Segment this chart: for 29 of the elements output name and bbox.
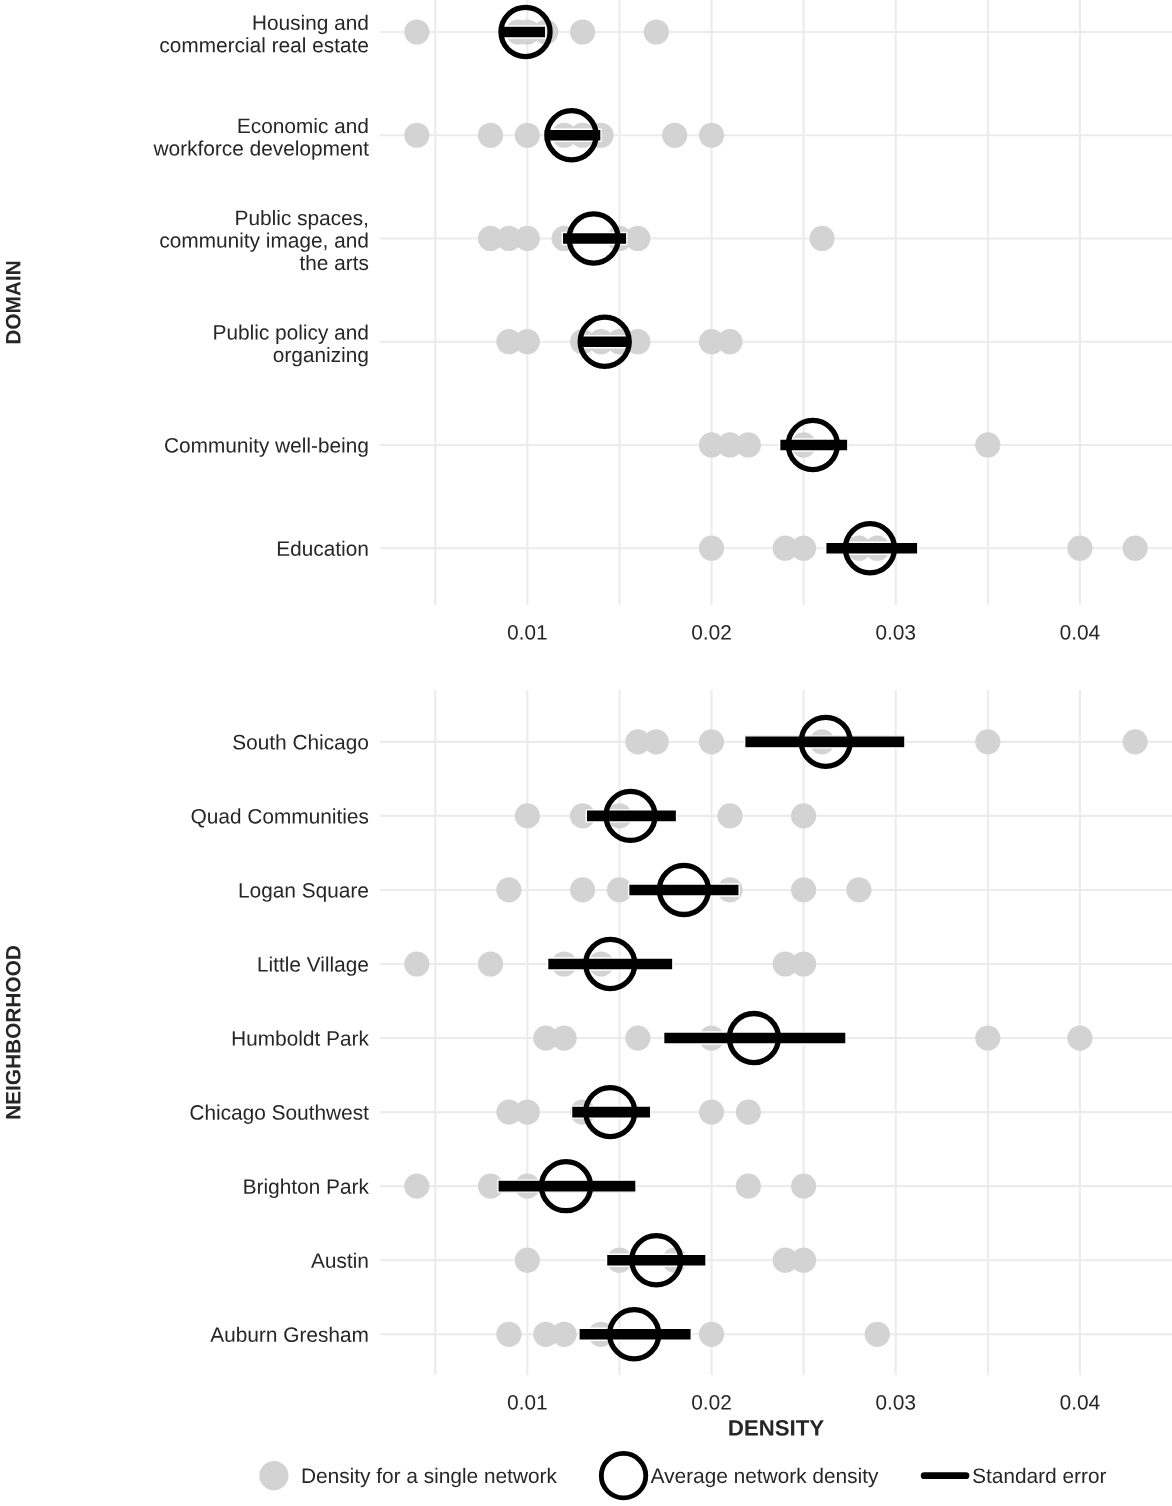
y-tick-label: Housing and commercial real estate <box>160 14 368 53</box>
x-tick-label: 0.02 <box>692 624 731 640</box>
y-tick-label: Economic and workforce development <box>153 117 369 160</box>
y-tick-label: Humboldt Park <box>232 1030 369 1046</box>
y-tick-label: Auburn Gresham <box>210 1326 368 1343</box>
x-tick-label: 0.01 <box>507 1394 547 1410</box>
y-tick-label: Chicago Southwest <box>190 1104 369 1124</box>
y-tick-label: South Chicago <box>233 734 369 754</box>
x-axis-title: DENSITY <box>729 1420 824 1436</box>
y-tick-label: Brighton Park <box>244 1178 369 1199</box>
x-tick-label: 0.04 <box>1060 624 1100 640</box>
x-tick-label: 0.01 <box>507 624 547 640</box>
legend-label: Average network density <box>650 1467 879 1488</box>
x-tick-label: 0.04 <box>1060 1394 1100 1410</box>
y-axis-title: NEIGHBORHOOD <box>5 945 21 1119</box>
y-tick-label: Education <box>277 540 368 556</box>
y-tick-label: Logan Square <box>239 882 368 902</box>
y-tick-label: Public policy and organizing <box>214 324 368 367</box>
y-tick-label: Austin <box>311 1252 368 1268</box>
legend-label: Standard error <box>973 1467 1107 1484</box>
x-tick-label: 0.03 <box>876 624 916 640</box>
y-tick-label: Public spaces, community image, and the arts <box>160 210 369 271</box>
y-tick-label: Quad Communities <box>191 808 369 828</box>
y-tick-label: Community well-being <box>165 437 368 457</box>
x-tick-label: 0.02 <box>692 1394 731 1410</box>
y-axis-title: DOMAIN <box>5 261 21 344</box>
x-tick-label: 0.03 <box>876 1394 916 1410</box>
y-tick-label: Little Village <box>258 956 368 976</box>
legend-label: Density for a single network <box>302 1467 557 1488</box>
